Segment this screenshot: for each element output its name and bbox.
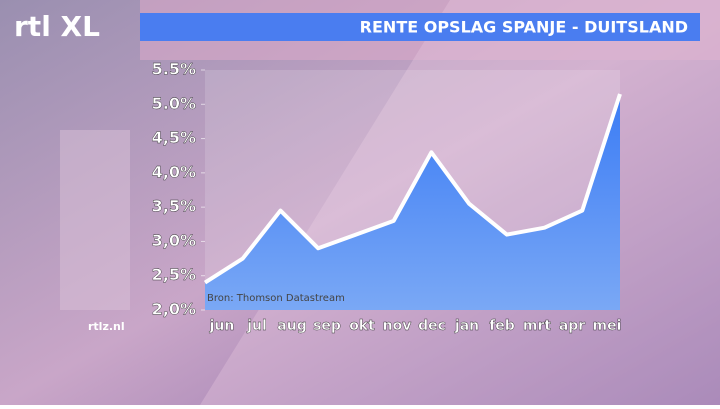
area [205, 94, 620, 310]
x-tick-label: aug [277, 318, 306, 334]
y-tick-label: 2,0% [152, 300, 196, 319]
logo: rtl XL [14, 10, 100, 43]
x-tick-label: nov [383, 318, 412, 334]
y-tick-label: 2,5% [152, 265, 196, 284]
x-tick-label: jun [209, 318, 235, 334]
x-tick-label: mei [593, 318, 622, 334]
website: rtlz.nl [88, 320, 125, 333]
x-tick-label: feb [489, 318, 515, 334]
x-tick-label: jan [454, 318, 479, 334]
x-tick-label: mrt [523, 318, 551, 334]
y-tick-label: 4,5% [152, 128, 196, 147]
y-tick-label: 5.0% [152, 94, 196, 113]
x-tick-label: apr [559, 318, 585, 334]
x-tick-label: dec [418, 318, 446, 334]
x-tick-label: okt [349, 318, 375, 334]
emblem [60, 130, 130, 310]
y-tick-label: 3,5% [152, 197, 196, 216]
title-bar [140, 13, 700, 41]
y-tick-label: 3,0% [152, 231, 196, 250]
y-tick-label: 4,0% [152, 162, 196, 181]
source: Bron: Thomson Datastream [207, 293, 345, 304]
x-tick-label: jul [246, 318, 267, 334]
x-tick-label: sep [313, 318, 341, 334]
chart-title: RENTE OPSLAG SPANJE - DUITSLAND [360, 18, 688, 37]
y-tick-label: 5.5% [152, 60, 196, 79]
line [203, 93, 622, 285]
